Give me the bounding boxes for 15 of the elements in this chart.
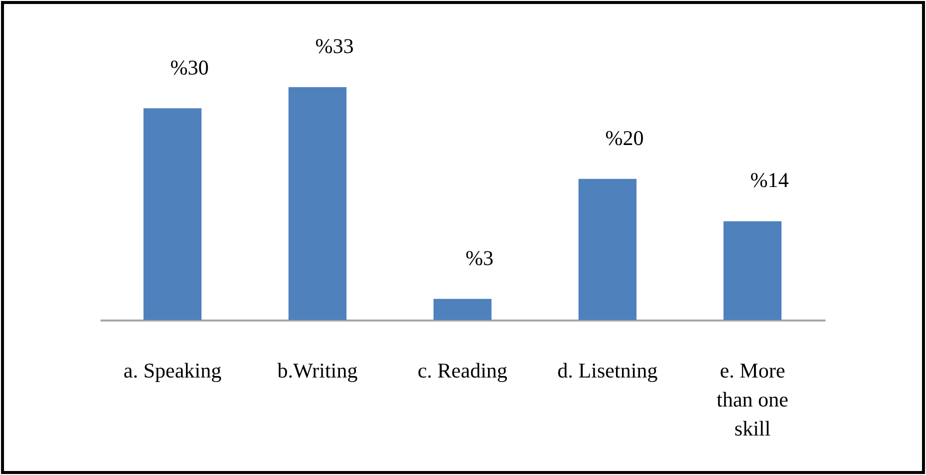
bar bbox=[434, 298, 492, 320]
x-tick-label: b.Writing bbox=[277, 358, 358, 382]
data-label: %20 bbox=[605, 126, 644, 150]
bar bbox=[578, 178, 636, 320]
bar bbox=[288, 87, 346, 320]
x-tick-label: d. Lisetning bbox=[557, 358, 658, 382]
x-tick-label: a. Speaking bbox=[124, 358, 222, 382]
data-label: %33 bbox=[315, 34, 354, 58]
x-tick-label: c. Reading bbox=[418, 358, 508, 382]
bar bbox=[724, 221, 782, 320]
bar bbox=[144, 108, 202, 320]
x-tick-label: e. More than one skill bbox=[716, 358, 788, 440]
data-label: %30 bbox=[170, 55, 209, 80]
data-label: %3 bbox=[466, 246, 494, 270]
data-label: %14 bbox=[750, 168, 790, 192]
